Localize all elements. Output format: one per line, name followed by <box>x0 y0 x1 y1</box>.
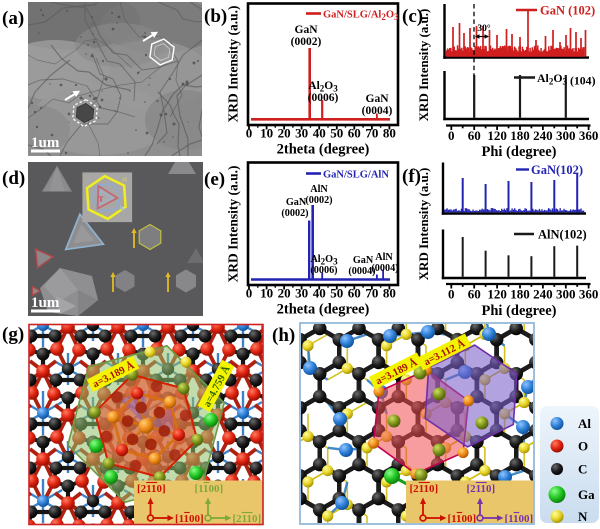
svg-text:[1100]: [1100] <box>195 483 224 495</box>
svg-text:[2110]: [2110] <box>467 483 496 495</box>
svg-text:(0002): (0002) <box>281 208 308 219</box>
svg-text:20: 20 <box>278 286 291 301</box>
svg-text:Phi (degree): Phi (degree) <box>481 144 556 160</box>
svg-text:360: 360 <box>579 287 599 302</box>
svg-text:Al2O3: Al2O3 <box>310 254 338 267</box>
svg-text:[1100]: [1100] <box>448 513 477 525</box>
svg-text:300: 300 <box>556 287 576 302</box>
svg-text:Al2O3 (104): Al2O3 (104) <box>537 71 596 88</box>
svg-text:XRD Intensity (a.u.): XRD Intensity (a.u.) <box>416 168 431 281</box>
svg-text:C: C <box>578 462 587 477</box>
svg-text:(0006): (0006) <box>310 265 337 276</box>
svg-text:70: 70 <box>365 126 378 141</box>
svg-text:GaN (102): GaN (102) <box>540 4 595 18</box>
svg-text:60: 60 <box>348 286 361 301</box>
svg-text:40: 40 <box>313 126 326 141</box>
svg-text:(0004): (0004) <box>371 263 398 274</box>
svg-text:80: 80 <box>383 286 396 301</box>
svg-text:360: 360 <box>579 128 599 143</box>
svg-text:[2110]: [2110] <box>410 483 439 495</box>
svg-text:GaN: GaN <box>353 255 374 266</box>
svg-text:AlN(102): AlN(102) <box>538 228 587 242</box>
svg-text:Phi (degree): Phi (degree) <box>481 303 556 319</box>
svg-text:0: 0 <box>246 126 253 141</box>
svg-text:(a): (a) <box>2 8 24 29</box>
svg-text:120: 120 <box>487 287 507 302</box>
svg-text:H: H <box>122 178 127 184</box>
svg-text:AlN: AlN <box>375 252 393 263</box>
svg-text:O: O <box>578 439 588 454</box>
svg-text:240: 240 <box>533 128 553 143</box>
svg-text:XRD Intensity (a.u.): XRD Intensity (a.u.) <box>226 5 241 122</box>
svg-text:(0004): (0004) <box>348 266 375 277</box>
svg-text:N: N <box>578 509 588 524</box>
svg-text:70: 70 <box>365 286 378 301</box>
svg-text:0: 0 <box>448 128 455 143</box>
svg-text:30°: 30° <box>477 23 491 34</box>
svg-text:T: T <box>99 196 104 204</box>
svg-text:GaN/SLG/Al2O3: GaN/SLG/Al2O3 <box>323 10 399 23</box>
svg-text:10: 10 <box>260 126 273 141</box>
svg-text:40: 40 <box>313 286 326 301</box>
svg-text:GaN: GaN <box>295 24 319 36</box>
svg-text:60: 60 <box>348 126 361 141</box>
svg-text:AlN: AlN <box>310 184 328 195</box>
svg-text:1um: 1um <box>31 135 60 151</box>
svg-text:[2110]: [2110] <box>233 513 262 525</box>
svg-text:2theta (degree): 2theta (degree) <box>277 142 370 158</box>
svg-text:180: 180 <box>510 128 530 143</box>
svg-text:GaN: GaN <box>366 93 390 105</box>
svg-text:(0002): (0002) <box>291 36 322 48</box>
svg-text:300: 300 <box>556 128 576 143</box>
svg-text:XRD Intensity (a.u.): XRD Intensity (a.u.) <box>416 9 431 122</box>
svg-text:30: 30 <box>295 286 308 301</box>
svg-text:(c): (c) <box>402 6 423 27</box>
svg-text:(e): (e) <box>204 169 225 190</box>
svg-text:0: 0 <box>448 287 455 302</box>
svg-text:0: 0 <box>246 286 253 301</box>
svg-text:GaN: GaN <box>286 197 307 208</box>
svg-text:(0002): (0002) <box>305 195 332 206</box>
svg-text:GaN/SLG/AlN: GaN/SLG/AlN <box>323 170 389 181</box>
svg-text:[1100]: [1100] <box>505 513 534 525</box>
svg-text:120: 120 <box>487 128 507 143</box>
svg-text:60: 60 <box>468 128 481 143</box>
svg-text:180: 180 <box>510 287 530 302</box>
svg-text:(f): (f) <box>402 166 421 187</box>
svg-text:60: 60 <box>468 287 481 302</box>
svg-text:GaN(102): GaN(102) <box>531 163 583 177</box>
svg-text:(0006): (0006) <box>308 92 339 104</box>
svg-text:Al2O3: Al2O3 <box>308 80 338 94</box>
svg-text:50: 50 <box>330 286 343 301</box>
svg-text:10: 10 <box>260 286 273 301</box>
svg-text:Al: Al <box>578 416 591 431</box>
svg-text:(0004): (0004) <box>362 105 393 117</box>
svg-text:80: 80 <box>383 126 396 141</box>
svg-text:[1100]: [1100] <box>175 513 204 525</box>
svg-text:(h): (h) <box>272 325 295 346</box>
svg-text:[2110]: [2110] <box>137 483 166 495</box>
svg-text:1um: 1um <box>31 295 60 311</box>
svg-text:(g): (g) <box>2 324 24 345</box>
svg-text:240: 240 <box>533 287 553 302</box>
svg-text:(b): (b) <box>204 6 227 27</box>
svg-text:30: 30 <box>295 126 308 141</box>
svg-text:XRD Intensity (a.u.): XRD Intensity (a.u.) <box>226 165 241 282</box>
svg-text:20: 20 <box>278 126 291 141</box>
svg-text:50: 50 <box>330 126 343 141</box>
svg-text:2theta (degree): 2theta (degree) <box>277 302 370 318</box>
svg-text:(d): (d) <box>2 168 25 189</box>
svg-text:Ga: Ga <box>578 487 595 502</box>
